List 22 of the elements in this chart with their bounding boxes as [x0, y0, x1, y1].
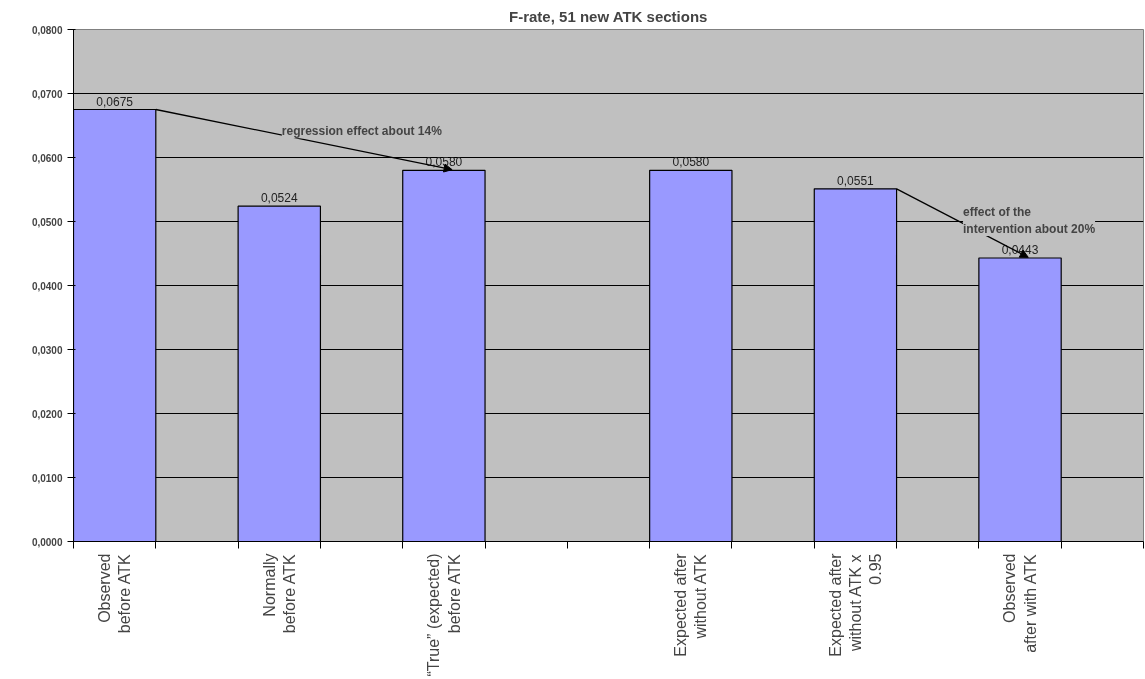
x-tick-label: “True” (expected) before ATK [425, 553, 463, 677]
y-tick-label: 0,0300 [31, 344, 63, 356]
y-tick-label: 0,0500 [31, 216, 63, 228]
y-tick-label: 0,0700 [31, 88, 63, 100]
annotation: effect of the intervention about 20% [963, 205, 1096, 236]
data-label: 0,0580 [672, 155, 710, 170]
y-tick-label: 0,0100 [31, 472, 63, 484]
chart-title: F-rate, 51 new ATK sections [509, 7, 708, 25]
x-tick-label: Expected after without ATK x 0.95 [826, 552, 885, 657]
annotation: regression effect about 14% [281, 124, 443, 139]
data-label: 0,0524 [260, 191, 298, 206]
x-tick-label: Expected after without ATK [672, 552, 710, 657]
y-tick-label: 0,0000 [31, 536, 63, 548]
y-tick-label: 0,0600 [31, 152, 63, 164]
y-tick-label: 0,0400 [31, 280, 63, 292]
x-tick-label: Observed after with ATK [1001, 553, 1039, 653]
data-label: 0,0551 [837, 173, 875, 188]
y-tick-label: 0,0200 [31, 408, 63, 420]
y-tick-label: 0,0800 [31, 24, 63, 36]
x-tick-label: Normally before ATK [260, 553, 298, 634]
x-tick-label: Observed before ATK [95, 553, 134, 634]
data-label: 0,0675 [96, 94, 134, 109]
